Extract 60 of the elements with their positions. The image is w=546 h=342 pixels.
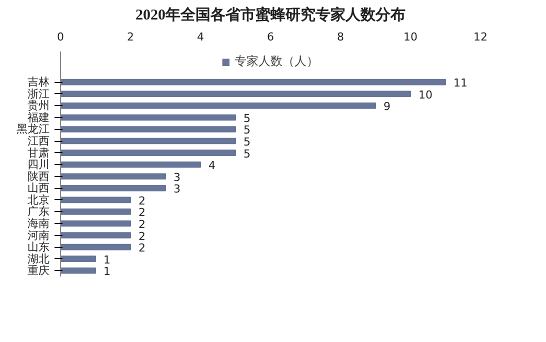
- y-tick-label: 陕西: [28, 170, 50, 183]
- y-tick-label: 山东: [28, 240, 50, 254]
- data-label: 10: [418, 88, 432, 102]
- legend-label: 专家人数（人）: [234, 53, 318, 70]
- data-label: 11: [454, 76, 468, 90]
- bar: [60, 196, 131, 204]
- bar: [60, 114, 236, 121]
- y-tick-label: 四川: [28, 158, 50, 172]
- y-tick-label: 贵州: [28, 99, 50, 112]
- bar: [60, 78, 446, 86]
- data-label: 2: [138, 194, 146, 208]
- y-tick-label: 黑龙江: [16, 122, 50, 136]
- chart-title: 2020年全国各省市蜜蜂研究专家人数分布: [136, 6, 406, 24]
- data-label: 2: [138, 230, 146, 243]
- y-tick-label: 甘肃: [28, 146, 50, 160]
- bar: [60, 138, 236, 144]
- data-label: 5: [244, 147, 250, 160]
- bar: [60, 150, 236, 156]
- y-tick-label: 江西: [28, 134, 50, 148]
- data-label: 2: [138, 218, 146, 231]
- data-label: 3: [174, 170, 180, 184]
- data-label: 4: [208, 159, 216, 172]
- x-tick-label: 6: [267, 30, 274, 44]
- bar: [60, 102, 376, 109]
- x-tick-label: 4: [197, 30, 204, 44]
- data-label: 5: [244, 136, 250, 149]
- data-label: 2: [138, 242, 146, 255]
- y-tick-label: 吉林: [28, 76, 50, 89]
- y-tick-label: 河南: [28, 228, 50, 242]
- bar: [60, 126, 236, 132]
- data-label: 5: [244, 124, 250, 137]
- x-tick-label: 12: [474, 30, 488, 44]
- data-label: 2: [138, 206, 146, 220]
- y-tick-label: 广东: [28, 205, 50, 218]
- data-label: 3: [174, 182, 180, 196]
- bar: [60, 208, 131, 215]
- y-tick-label: 福建: [28, 110, 50, 124]
- data-label: 9: [384, 100, 390, 114]
- x-tick-label: 8: [337, 30, 344, 44]
- bar: [60, 161, 201, 168]
- x-tick-label: 0: [57, 30, 64, 44]
- y-tick-label: 北京: [28, 193, 50, 206]
- bar: [60, 267, 96, 274]
- y-tick-label: 湖北: [28, 252, 50, 266]
- bar: [60, 232, 131, 238]
- y-tick-label: 山西: [28, 182, 50, 195]
- y-tick-label: 浙江: [28, 87, 50, 100]
- y-tick-label: 海南: [28, 216, 50, 230]
- data-label: 1: [104, 265, 110, 278]
- bar: [60, 173, 166, 180]
- bar: [60, 244, 131, 250]
- data-label: 1: [104, 253, 110, 266]
- bar: [60, 220, 131, 227]
- data-label: 5: [244, 112, 250, 125]
- bar: [60, 256, 96, 262]
- bar: [60, 185, 166, 192]
- bar: [60, 90, 411, 98]
- x-tick-label: 2: [127, 30, 134, 44]
- y-tick-label: 重庆: [28, 264, 50, 278]
- x-tick-label: 10: [404, 30, 418, 44]
